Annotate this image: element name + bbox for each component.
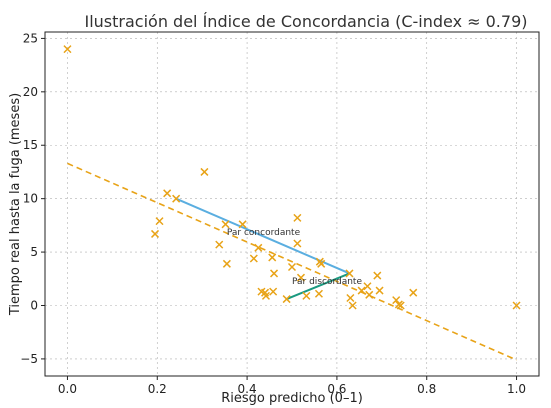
data-point: [373, 271, 382, 280]
x-tick-label: 0.8: [417, 382, 436, 396]
data-point: [222, 259, 231, 268]
data-point: [155, 217, 164, 226]
data-point: [163, 189, 172, 198]
y-tick-label: −5: [20, 352, 38, 366]
data-point: [375, 286, 384, 295]
x-tick-label: 0.6: [327, 382, 346, 396]
x-axis-label: Riesgo predicho (0–1): [221, 391, 363, 406]
data-point: [282, 295, 291, 304]
y-axis-label: Tiempo real hasta la fuga (meses): [8, 93, 23, 316]
data-point: [63, 45, 72, 54]
x-tick-label: 0.4: [238, 382, 257, 396]
x-tick-label: 0.0: [58, 382, 77, 396]
data-point: [365, 290, 374, 299]
points-layer: [63, 45, 521, 310]
y-tick-label: 10: [23, 192, 38, 206]
data-point: [238, 220, 247, 229]
data-point: [221, 220, 230, 229]
discordant-pair-line: [286, 272, 350, 301]
data-point: [268, 253, 277, 262]
grid: [45, 32, 539, 376]
data-point: [293, 239, 302, 248]
data-point: [314, 289, 323, 298]
data-point: [270, 269, 279, 278]
data-point: [296, 273, 306, 282]
data-point: [346, 293, 355, 303]
y-tick-label: 15: [23, 138, 38, 152]
data-point: [172, 194, 181, 203]
data-point: [348, 301, 357, 310]
data-point: [249, 254, 258, 263]
data-point: [302, 291, 311, 300]
y-tick-label: 0: [30, 298, 38, 312]
data-point: [215, 240, 224, 249]
data-point: [363, 282, 372, 291]
y-tick-label: 20: [23, 85, 38, 99]
data-point: [357, 286, 366, 295]
x-tick-label: 1.0: [507, 382, 526, 396]
data-point: [254, 243, 263, 252]
x-tick-label: 0.2: [148, 382, 167, 396]
data-point: [261, 291, 270, 300]
data-point: [409, 288, 418, 297]
data-point: [345, 269, 354, 278]
data-point: [200, 167, 209, 176]
data-point: [269, 287, 278, 296]
annotations: Par concordante Par discordante: [227, 228, 363, 287]
y-tick-label: 25: [23, 31, 38, 45]
data-point: [293, 213, 302, 222]
trend-layer: [67, 162, 517, 361]
y-axis-ticks: −5 0 5 10 15 20 25: [20, 31, 45, 366]
annotation-label: Par discordante: [292, 277, 362, 287]
data-point: [317, 259, 326, 268]
plot-frame: [44, 31, 540, 377]
x-axis-ticks: 0.0 0.2 0.4 0.6 0.8 1.0: [58, 376, 526, 396]
chart-title: Ilustración del Índice de Concordancia (…: [85, 12, 528, 31]
y-tick-label: 5: [30, 245, 38, 259]
data-point: [287, 263, 297, 272]
trend-line: [67, 162, 517, 361]
annotation-label: Par concordante: [227, 228, 301, 238]
data-point: [150, 229, 160, 238]
data-point: [512, 301, 521, 310]
data-point: [396, 301, 405, 310]
